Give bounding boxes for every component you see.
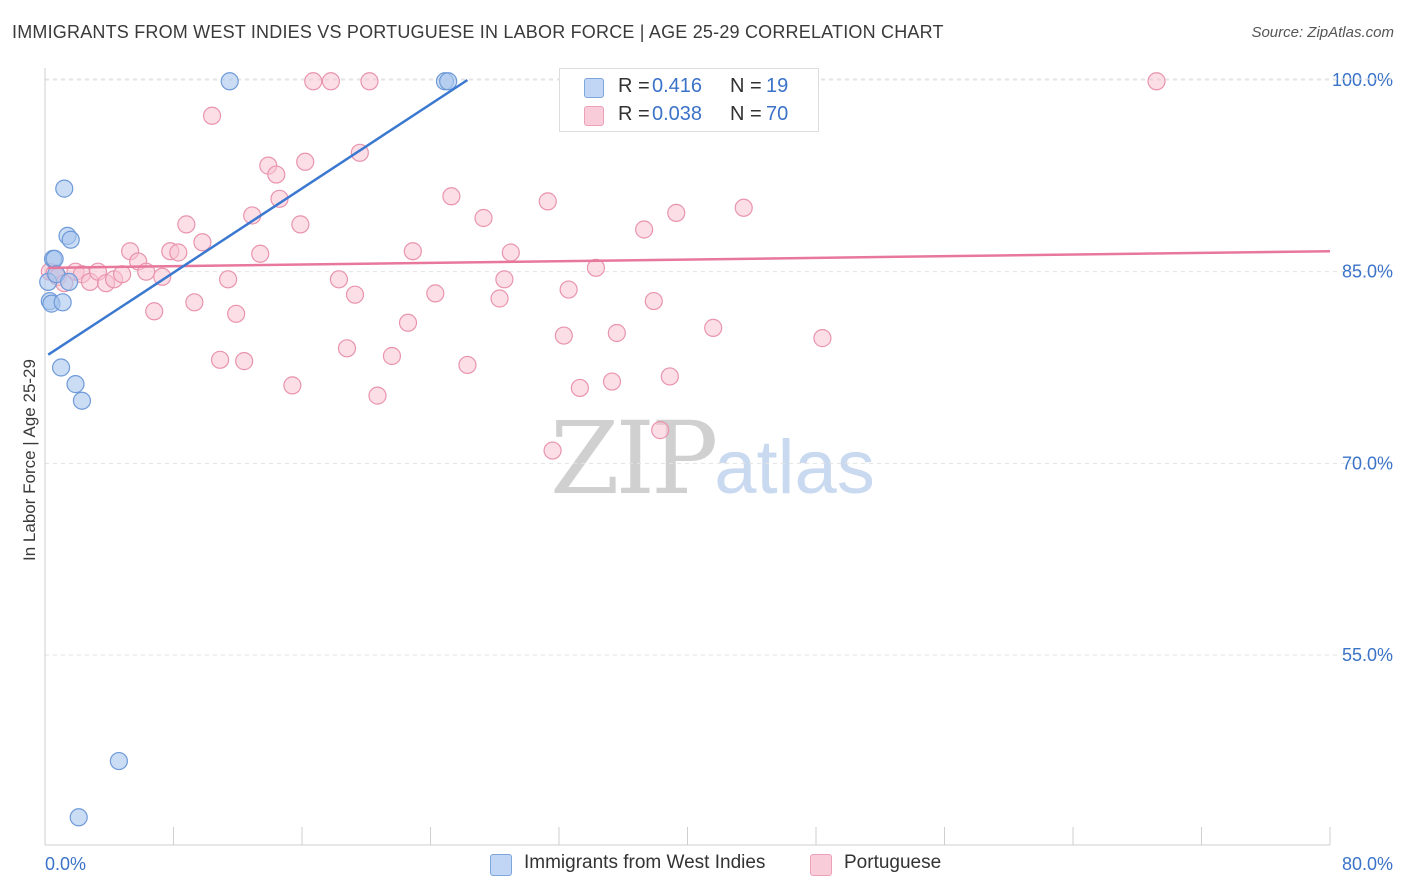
portuguese-trend-line (48, 249, 1331, 270)
y-tick-label: 100.0% (1332, 70, 1393, 90)
portuguese-point (586, 258, 606, 277)
portuguese-point (1147, 72, 1166, 91)
n-key: N = (730, 103, 762, 125)
portuguese-point (458, 355, 477, 375)
portuguese-point (304, 72, 323, 91)
portuguese-legend-swatch (810, 854, 832, 876)
portuguese-point (543, 441, 562, 460)
portuguese-point (283, 376, 302, 395)
portuguese-point (112, 265, 132, 284)
portuguese-point (490, 289, 509, 308)
legend-label: Immigrants from West Indies (524, 852, 766, 873)
portuguese-point (660, 367, 679, 386)
portuguese-point (651, 421, 670, 440)
portuguese-point (202, 106, 222, 125)
watermark-atlas: atlas (714, 425, 875, 510)
west-indies-point (59, 272, 79, 291)
portuguese-point (153, 267, 172, 286)
portuguese-point (554, 326, 573, 345)
y-tick-label: 85.0% (1342, 262, 1393, 282)
west-indies-point (220, 72, 239, 91)
portuguese-point (321, 72, 341, 91)
portuguese-point (177, 215, 196, 234)
chart-title: IMMIGRANTS FROM WEST INDIES VS PORTUGUES… (12, 22, 944, 42)
portuguese-point (145, 302, 164, 321)
west-indies-point (53, 293, 72, 312)
source-label: Source: ZipAtlas.com (1251, 24, 1394, 41)
y-tick-label: 70.0% (1342, 453, 1393, 473)
portuguese-point (403, 242, 422, 261)
portuguese-point (734, 198, 753, 217)
west-indies-point (109, 751, 128, 771)
portuguese-point (345, 285, 365, 304)
portuguese-point (210, 350, 230, 369)
portuguese-point (607, 323, 626, 343)
portuguese-point (602, 372, 622, 391)
y-tick-label: 55.0% (1342, 645, 1393, 665)
portuguese-point (296, 152, 315, 171)
x-tick-label: 80.0% (1342, 854, 1393, 874)
portuguese-point (559, 280, 578, 299)
west-indies-point (55, 179, 74, 198)
west-indies-point (51, 358, 71, 377)
portuguese-point (570, 378, 589, 398)
portuguese-point (426, 284, 445, 303)
west-indies-point (61, 230, 80, 249)
portuguese-point (337, 339, 357, 358)
watermark-zip: ZIP (550, 400, 718, 517)
west-indies-swatch (584, 78, 604, 98)
west-indies-point (45, 249, 64, 268)
r-key: R = (618, 75, 650, 97)
west-indies-point (66, 375, 85, 394)
portuguese-swatch (584, 106, 604, 126)
portuguese-point (227, 304, 246, 323)
portuguese-point (635, 220, 654, 239)
portuguese-point (251, 244, 270, 263)
portuguese-point (169, 243, 188, 262)
west-indies-point (72, 391, 92, 410)
r-key: R = (618, 103, 650, 125)
portuguese-point (193, 233, 212, 252)
portuguese-point (382, 346, 402, 366)
n-key: N = (730, 75, 762, 97)
west-indies-legend-swatch (490, 854, 512, 876)
x-tick-label: 0.0% (45, 854, 86, 874)
portuguese-point (813, 329, 832, 348)
portuguese-point (291, 215, 310, 234)
n-value: 19 (766, 75, 789, 97)
west-indies-point (439, 72, 458, 91)
portuguese-point (538, 192, 557, 211)
west-indies-trend-line (47, 78, 469, 356)
portuguese-point (704, 318, 723, 337)
portuguese-point (667, 203, 686, 222)
portuguese-point (185, 293, 204, 312)
portuguese-point (398, 313, 418, 332)
r-value: 0.416 (652, 75, 703, 97)
stats-legend: R = 0.416 N = 19 R = 0.038 N = 70 (559, 68, 819, 132)
legend-label: Portuguese (844, 852, 942, 873)
portuguese-point (368, 386, 387, 405)
portuguese-point (235, 352, 254, 371)
portuguese-point (219, 270, 238, 289)
portuguese-point (644, 291, 663, 311)
west-indies-point (69, 808, 88, 827)
portuguese-point (442, 187, 461, 206)
watermark: ZIPatlas (550, 400, 875, 517)
portuguese-point (267, 165, 286, 184)
portuguese-point (495, 270, 514, 289)
portuguese-point (360, 72, 379, 91)
portuguese-point (501, 243, 520, 262)
portuguese-point (329, 270, 349, 289)
n-value: 70 (766, 103, 789, 125)
portuguese-point (474, 208, 493, 228)
r-value: 0.038 (652, 103, 703, 125)
